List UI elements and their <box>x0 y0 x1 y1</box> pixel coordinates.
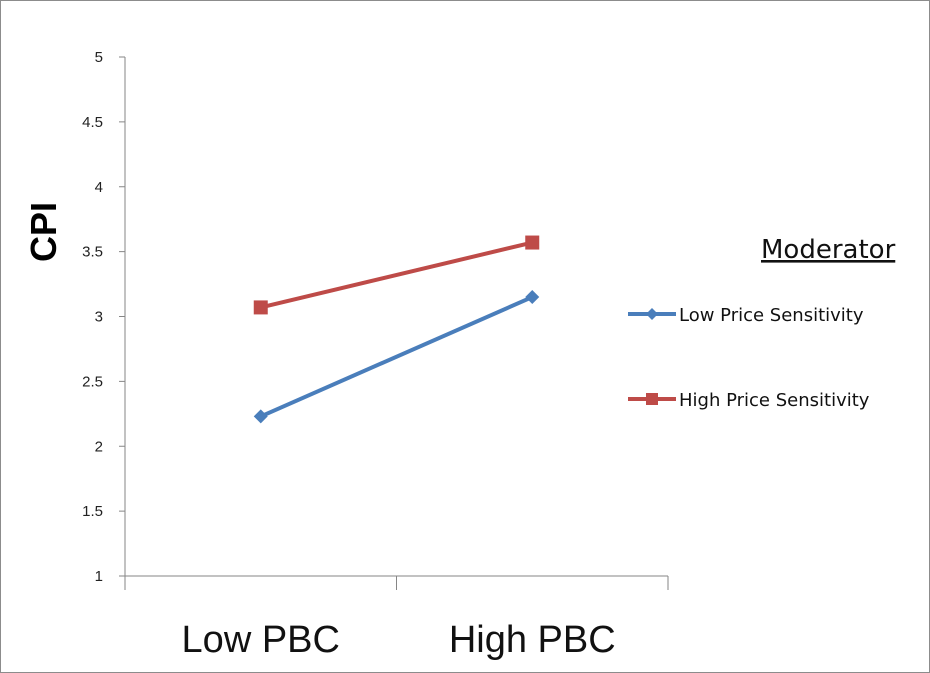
legend-item: Low Price Sensitivity <box>628 305 864 326</box>
series-line <box>259 295 534 419</box>
y-tick-label: 3.5 <box>82 244 103 261</box>
x-category-label: High PBC <box>449 619 616 661</box>
y-tick-label: 2 <box>95 438 103 455</box>
y-tick-label: 3 <box>95 309 103 326</box>
legend-item: High Price Sensitivity <box>628 390 870 411</box>
axes <box>124 57 669 590</box>
y-tick-label: 1 <box>95 568 103 585</box>
legend-items: Low Price Sensitivity High Price Sensitiv… <box>628 305 870 411</box>
legend-label: Low Price Sensitivity <box>679 305 864 326</box>
y-tick-label: 1.5 <box>82 503 103 520</box>
y-axis-label: CPI <box>23 202 64 262</box>
x-categories: Low PBC High PBC <box>182 619 616 661</box>
y-tick-label: 4 <box>95 179 103 196</box>
y-ticks: 1 1.5 2 2.5 3 3.5 4 4.5 5 <box>82 49 125 585</box>
legend-label: High Price Sensitivity <box>679 390 870 411</box>
x-category-label: Low PBC <box>182 619 340 661</box>
diamond-marker <box>253 409 268 424</box>
series-line <box>260 240 533 310</box>
y-tick-label: 2.5 <box>82 373 103 390</box>
square-marker <box>525 235 540 250</box>
series-group <box>253 235 540 424</box>
legend: Moderator Low Price Sensitivity High Pric… <box>628 235 896 411</box>
square-marker <box>253 300 268 315</box>
diamond-marker <box>646 308 658 320</box>
diamond-marker <box>525 290 540 305</box>
y-tick-label: 4.5 <box>82 114 103 131</box>
y-tick-label: 5 <box>95 49 103 66</box>
square-marker <box>646 393 658 405</box>
legend-title: Moderator <box>761 235 896 265</box>
